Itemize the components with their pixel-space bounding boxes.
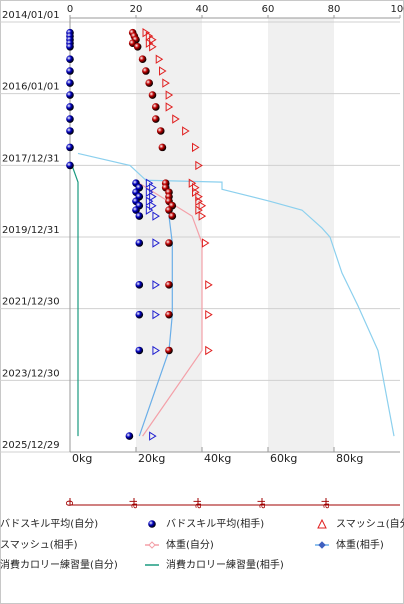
point xyxy=(159,66,167,76)
x-tick-label: 0kg xyxy=(72,452,92,465)
y-tick-label: 2017/12/31 xyxy=(2,153,60,164)
y-tick-label: 2023/12/30 xyxy=(2,368,60,379)
point xyxy=(66,115,74,123)
x-tick-label: 20kg xyxy=(138,452,165,465)
point xyxy=(135,212,144,220)
x-tick-label: 40kg xyxy=(204,452,231,465)
point xyxy=(152,115,160,123)
point xyxy=(165,206,173,214)
point xyxy=(66,79,74,87)
x-tick-label: 20 xyxy=(130,4,143,15)
point xyxy=(201,238,210,248)
legend-label: スマッシュ(相手) xyxy=(0,538,78,551)
x-tick-label: 60kg xyxy=(270,452,297,465)
y-tick-label: 2019/12/31 xyxy=(2,225,60,236)
legend-marker xyxy=(318,541,326,549)
point xyxy=(66,161,74,170)
legend-label: スマッシュ(自分) xyxy=(336,517,404,530)
point xyxy=(132,206,140,214)
x-tick-label: 60 xyxy=(262,4,275,15)
point xyxy=(192,182,200,193)
point xyxy=(192,142,200,153)
point xyxy=(133,42,142,51)
x-tick-label: 100 xyxy=(390,4,404,15)
point xyxy=(152,345,160,356)
point xyxy=(148,91,157,99)
point xyxy=(149,191,157,202)
series-line xyxy=(138,182,203,437)
point xyxy=(125,432,134,440)
legend-label: 消費カロリー練習量(自分) xyxy=(0,558,118,571)
point xyxy=(165,281,173,289)
y-tick-label: 2025/12/29 xyxy=(2,440,60,451)
series-line xyxy=(77,152,395,437)
point xyxy=(149,431,157,441)
series-line xyxy=(71,165,79,437)
legend-marker xyxy=(148,541,156,549)
legend-label: 体重(自分) xyxy=(166,538,214,551)
y-tick-label: 2021/12/30 xyxy=(2,297,60,308)
point xyxy=(149,182,157,193)
point xyxy=(66,91,74,99)
point xyxy=(156,127,165,135)
x-tick-label: 80kg xyxy=(336,452,363,465)
x-tick-label: 80 xyxy=(328,4,341,15)
band xyxy=(268,18,334,452)
x-tick-label: 0 xyxy=(67,4,73,15)
point xyxy=(162,78,170,88)
point xyxy=(138,55,147,64)
y-tick-label: 2016/01/01 xyxy=(2,82,60,93)
point xyxy=(152,238,160,248)
legend-label: バドスキル平均(相手) xyxy=(166,517,264,530)
point xyxy=(149,42,157,52)
point xyxy=(165,90,174,100)
point xyxy=(66,42,74,51)
point xyxy=(145,205,154,215)
point xyxy=(158,143,167,152)
point xyxy=(155,54,164,64)
point xyxy=(205,309,213,320)
x-tick-label: 40 xyxy=(196,4,209,15)
point xyxy=(198,211,207,221)
point xyxy=(152,211,160,221)
point xyxy=(66,67,74,75)
point xyxy=(142,67,150,75)
legend-marker xyxy=(317,518,327,529)
legend-label: バドスキル平均(自分) xyxy=(0,517,98,530)
point xyxy=(149,200,157,211)
point xyxy=(182,126,190,136)
point xyxy=(172,114,180,124)
point xyxy=(205,280,213,290)
point xyxy=(165,310,173,319)
point xyxy=(66,55,74,64)
legend-label: 消費カロリー練習量(相手) xyxy=(166,558,284,571)
point xyxy=(205,345,213,356)
point xyxy=(135,281,144,289)
point xyxy=(152,103,160,111)
plot-root: 0 20 40 60 80 100 2014/01/01 2016/01/01 2017/12/… xyxy=(0,4,404,571)
point xyxy=(152,280,160,290)
point xyxy=(135,310,144,319)
point xyxy=(195,191,203,202)
point xyxy=(149,34,157,45)
point xyxy=(66,143,74,152)
point xyxy=(135,239,144,247)
point xyxy=(66,103,74,111)
point xyxy=(165,346,173,355)
band xyxy=(136,18,202,452)
legend-marker xyxy=(148,520,156,528)
point xyxy=(145,79,153,87)
point xyxy=(152,309,160,320)
point xyxy=(135,346,144,355)
point xyxy=(66,127,74,135)
point xyxy=(198,200,207,211)
point xyxy=(165,102,174,112)
point xyxy=(195,160,203,171)
point xyxy=(168,212,177,220)
legend-label: 体重(相手) xyxy=(336,538,384,551)
y-tick-label: 2014/01/01 xyxy=(2,10,60,21)
point xyxy=(165,239,173,247)
